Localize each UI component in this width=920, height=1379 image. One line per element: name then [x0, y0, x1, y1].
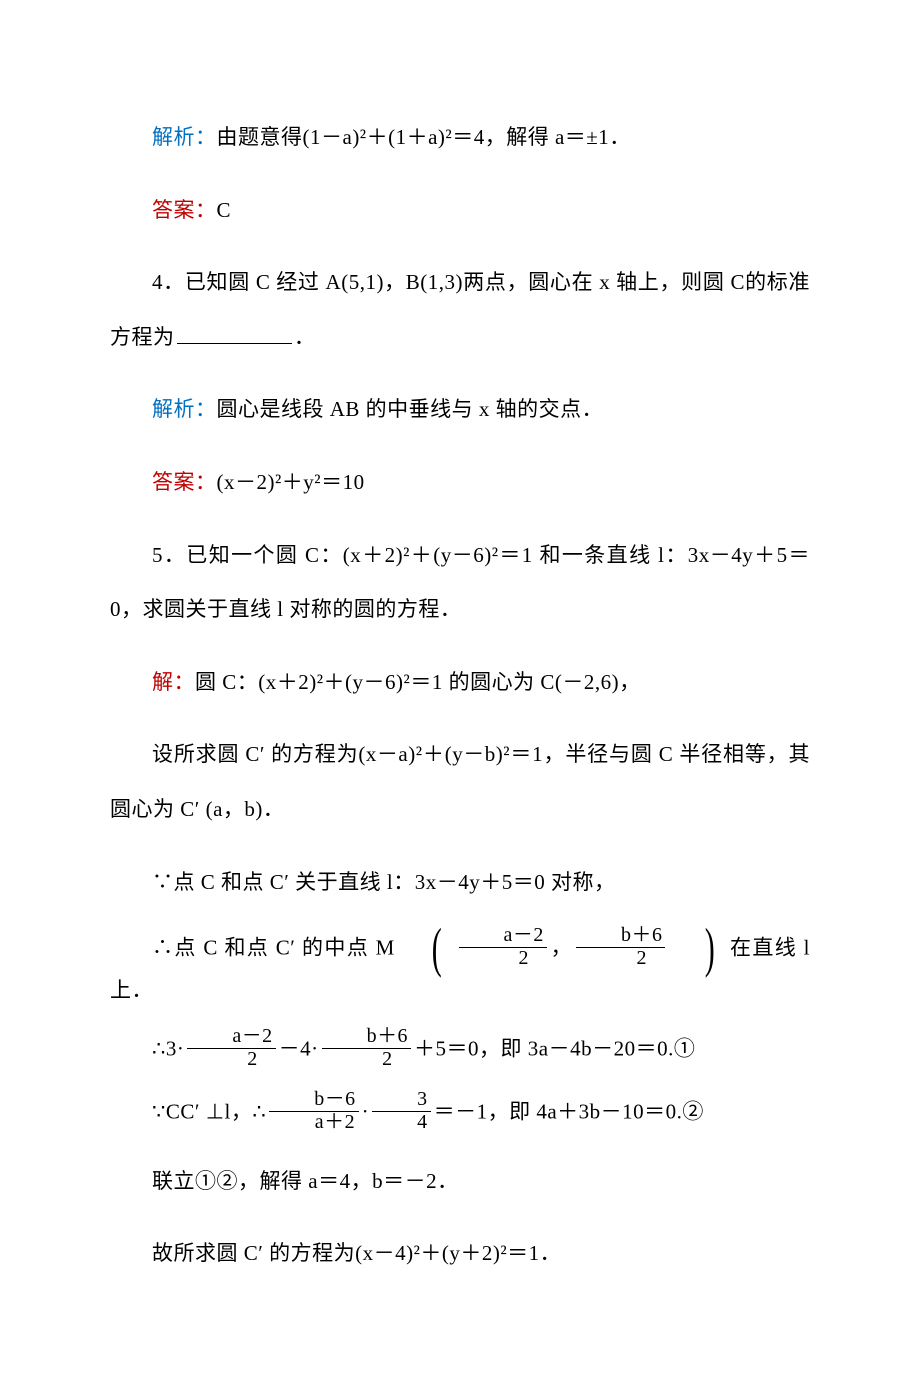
q5-question-text: 5．已知一个圆 C：(x＋2)²＋(y－6)²＝1 和一条直线 l：3x－4y＋…	[110, 543, 810, 622]
comma: ，	[550, 935, 573, 959]
q4-analysis-text: 圆心是线段 AB 的中垂线与 x 轴的交点．	[217, 397, 604, 421]
fraction: b＋62	[576, 925, 665, 970]
q5-sol-7-text: 联立①②，解得 a＝4，b＝－2．	[152, 1169, 459, 1193]
frac-num: 3	[372, 1089, 430, 1112]
q5-question: 5．已知一个圆 C：(x＋2)²＋(y－6)²＝1 和一条直线 l：3x－4y＋…	[110, 528, 810, 637]
q5-sol-8: 故所求圆 C′ 的方程为(x－4)²＋(y＋2)²＝1．	[110, 1226, 810, 1281]
q5-sol-4: ∴点 C 和点 C′ 的中点 M(a－22，b＋62)在直线 l 上．	[110, 927, 810, 1010]
q5-sol-2-text: 设所求圆 C′ 的方程为(x－a)²＋(y－b)²＝1，半径与圆 C 半径相等，…	[110, 742, 810, 821]
q5-sol-1: 解：圆 C：(x＋2)²＋(y－6)²＝1 的圆心为 C(－2,6)，	[110, 655, 810, 710]
q5-sol-6b: ＝－1，即 4a＋3b－10＝0.②	[434, 1099, 704, 1123]
q5-sol-2: 设所求圆 C′ 的方程为(x－a)²＋(y－b)²＝1，半径与圆 C 半径相等，…	[110, 727, 810, 836]
q4-question: 4．已知圆 C 经过 A(5,1)，B(1,3)两点，圆心在 x 轴上，则圆 C…	[110, 255, 810, 364]
q5-sol-6: ∵CC′ ⊥l，∴b－6a＋2·34＝－1，即 4a＋3b－10＝0.②	[110, 1091, 810, 1136]
frac-den: a＋2	[269, 1112, 358, 1134]
frac-num: a－2	[459, 925, 547, 948]
q3-analysis-text: 由题意得(1－a)²＋(1＋a)²＝4，解得 a＝±1．	[217, 125, 631, 149]
dot: ·	[362, 1099, 370, 1123]
answer-label: 答案：	[152, 470, 217, 494]
q5-sol-5: ∴3·a－22－4·b＋62＋5＝0，即 3a－4b－20＝0.①	[110, 1028, 810, 1073]
q5-sol-5c: ＋5＝0，即 3a－4b－20＝0.①	[414, 1036, 695, 1060]
fraction: a－22	[187, 1026, 275, 1071]
q5-sol-5b: －4·	[279, 1036, 319, 1060]
frac-num: b－6	[269, 1089, 358, 1112]
frac-num: b＋6	[322, 1026, 411, 1049]
q5-sol-1-text: 圆 C：(x＋2)²＋(y－6)²＝1 的圆心为 C(－2,6)，	[195, 670, 641, 694]
solution-label: 解：	[152, 670, 195, 694]
analysis-label: 解析：	[152, 397, 217, 421]
q4-text-2: ．	[294, 325, 316, 349]
fraction: a－22	[459, 925, 547, 970]
q5-sol-7: 联立①②，解得 a＝4，b＝－2．	[110, 1154, 810, 1209]
q5-sol-6a: ∵CC′ ⊥l，∴	[152, 1099, 266, 1123]
frac-num: a－2	[187, 1026, 275, 1049]
answer-label: 答案：	[152, 198, 217, 222]
q3-answer-text: C	[217, 198, 232, 222]
frac-den: 2	[187, 1049, 275, 1071]
fill-blank	[177, 324, 293, 344]
q5-sol-3-text: ∵点 C 和点 C′ 关于直线 l：3x－4y＋5＝0 对称，	[152, 870, 615, 894]
q3-answer: 答案：C	[110, 183, 810, 238]
q5-sol-8-text: 故所求圆 C′ 的方程为(x－4)²＋(y＋2)²＝1．	[152, 1241, 561, 1265]
frac-den: 2	[576, 948, 665, 970]
q5-sol-3: ∵点 C 和点 C′ 关于直线 l：3x－4y＋5＝0 对称，	[110, 855, 810, 910]
q4-answer-text: (x－2)²＋y²＝10	[217, 470, 365, 494]
q5-sol-4a: ∴点 C 和点 C′ 的中点 M	[152, 935, 395, 959]
frac-num: b＋6	[576, 925, 665, 948]
frac-den: 2	[322, 1049, 411, 1071]
frac-den: 2	[459, 948, 547, 970]
analysis-label: 解析：	[152, 125, 217, 149]
page-container: 解析：由题意得(1－a)²＋(1＋a)²＝4，解得 a＝±1． 答案：C 4．已…	[0, 0, 920, 1379]
q4-analysis: 解析：圆心是线段 AB 的中垂线与 x 轴的交点．	[110, 382, 810, 437]
q3-analysis: 解析：由题意得(1－a)²＋(1＋a)²＝4，解得 a＝±1．	[110, 110, 810, 165]
q5-sol-5a: ∴3·	[152, 1036, 184, 1060]
q4-answer: 答案：(x－2)²＋y²＝10	[110, 455, 810, 510]
fraction: b－6a＋2	[269, 1089, 358, 1134]
frac-den: 4	[372, 1112, 430, 1134]
fraction: 34	[372, 1089, 430, 1134]
fraction: b＋62	[322, 1026, 411, 1071]
